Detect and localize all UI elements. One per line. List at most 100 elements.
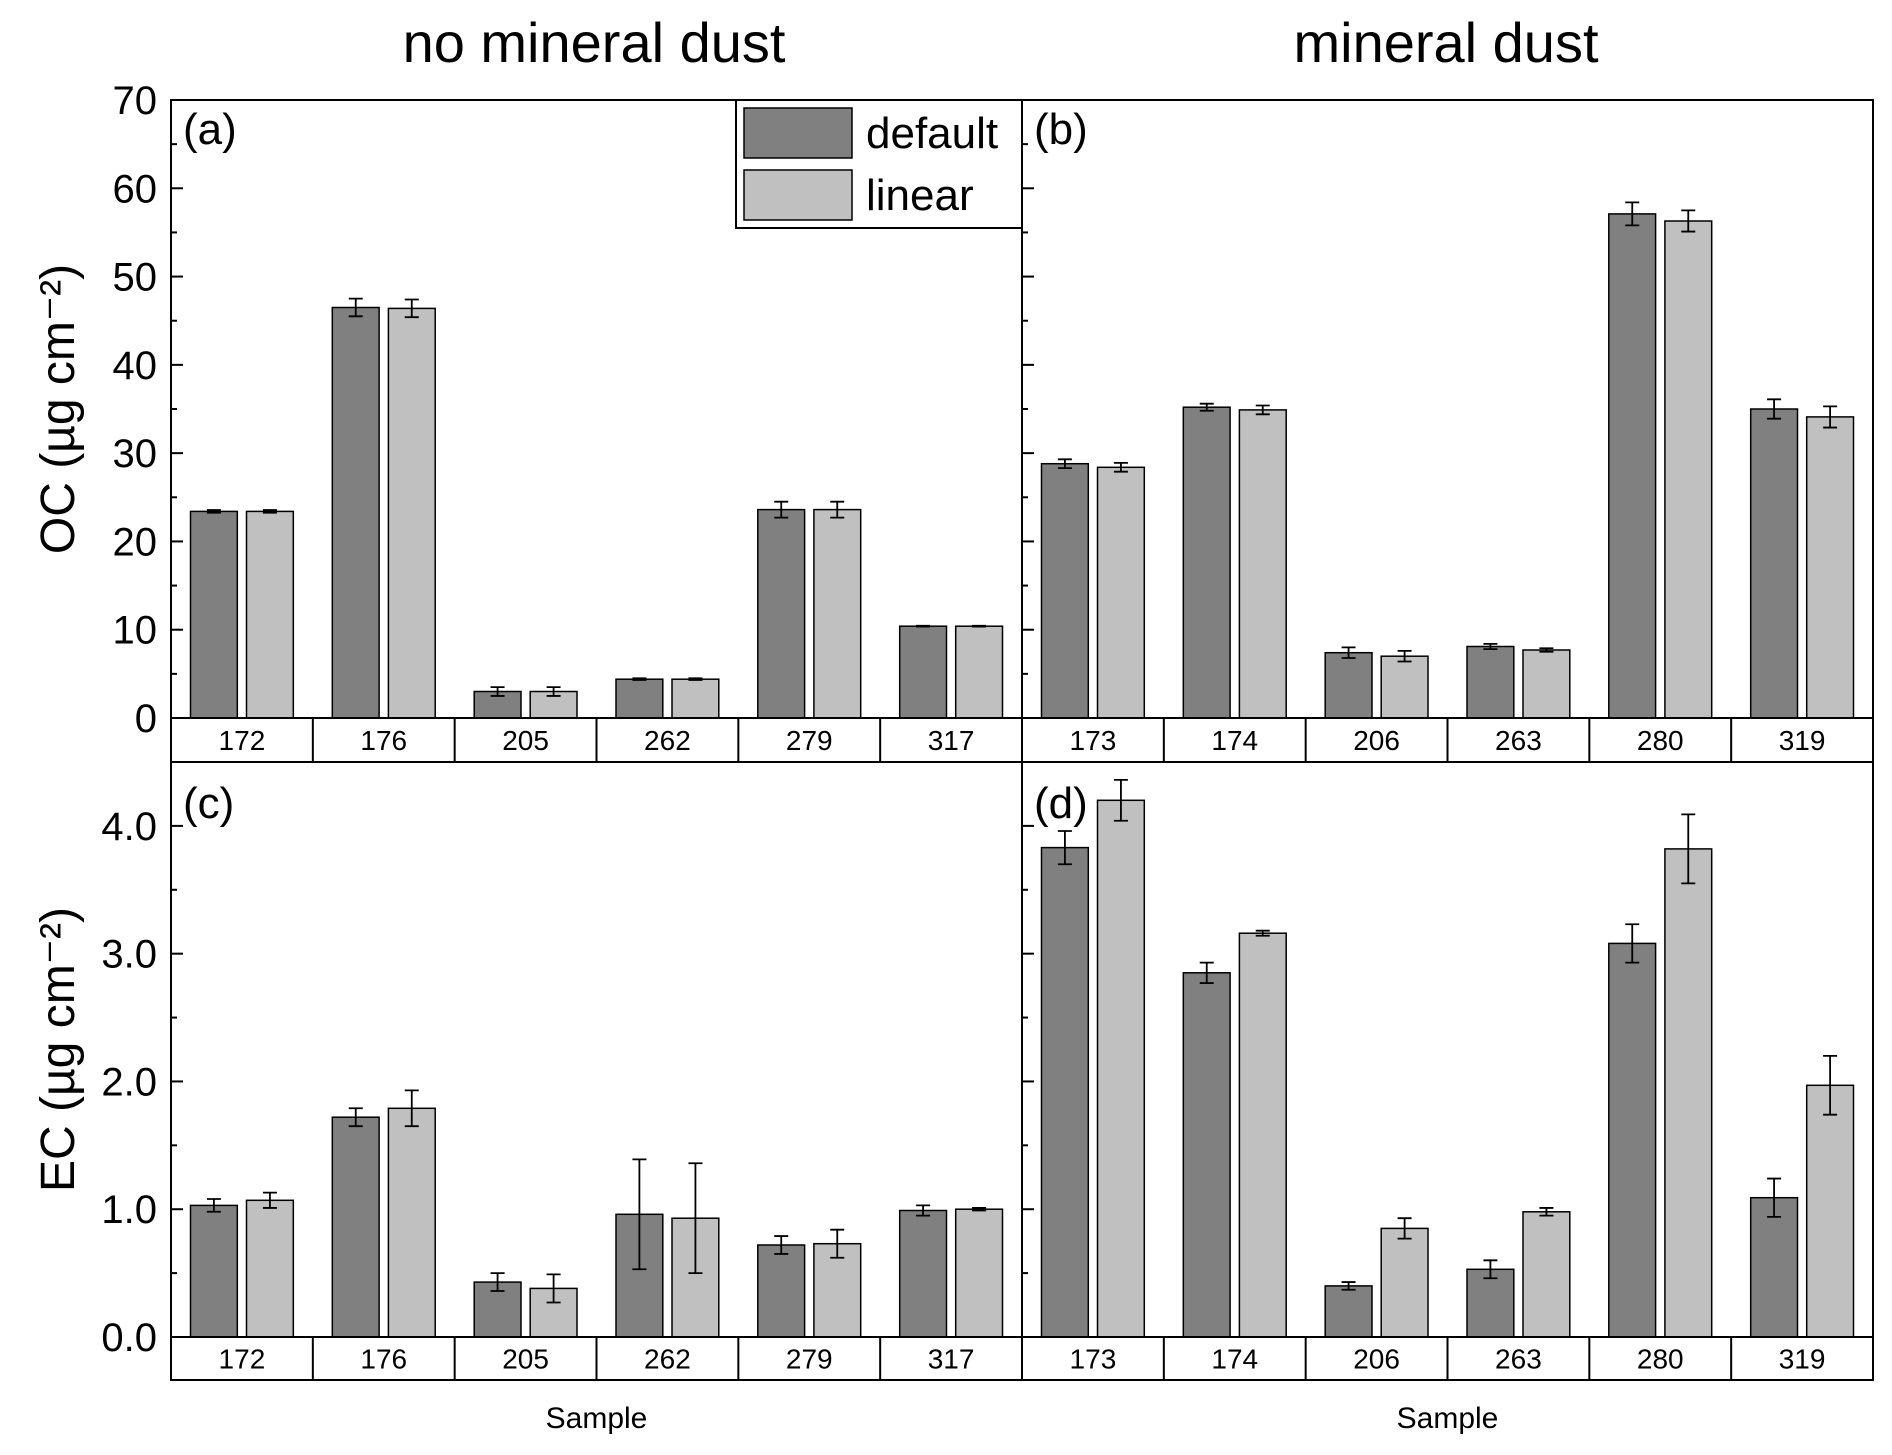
category-label: 205: [502, 725, 549, 756]
category-label: 206: [1353, 1344, 1400, 1375]
error-bar-linear-319: [1823, 405, 1838, 429]
error-bar-linear-319: [1823, 1054, 1838, 1116]
error-bar-default-280: [1625, 201, 1640, 227]
error-bar-linear-317: [972, 1207, 987, 1212]
plot-frame: [1021, 99, 1874, 719]
error-bar-default-173: [1057, 830, 1072, 866]
y-tick-label: 2.0: [101, 1060, 157, 1104]
bar-linear-172: [245, 1199, 295, 1338]
error-bar-linear-279: [830, 500, 845, 519]
error-bar-default-263: [1483, 642, 1498, 651]
category-label: 176: [360, 725, 407, 756]
category-label: 263: [1495, 725, 1542, 756]
bar-default-263: [1466, 1268, 1515, 1338]
bar-linear-263: [1522, 1211, 1571, 1338]
bar-default-172: [189, 510, 239, 719]
bar-default-279: [757, 1244, 806, 1338]
error-bar-linear-174: [1255, 929, 1270, 937]
error-bar-linear-172: [262, 509, 277, 514]
bar-default-174: [1182, 972, 1231, 1338]
category-label: 174: [1211, 1344, 1258, 1375]
legend: default linear: [735, 99, 1023, 229]
y-tick-label: 60: [113, 167, 158, 211]
bar-default-173: [1040, 846, 1090, 1338]
bar-linear-206: [1380, 1227, 1429, 1338]
bar-linear-173: [1096, 466, 1146, 719]
legend-label-linear: linear: [866, 171, 974, 220]
bar-linear-173: [1096, 799, 1146, 1338]
error-bar-linear-263: [1539, 1207, 1554, 1217]
error-bar-default-279: [774, 1235, 789, 1255]
panels: 0 10 20 30 40 50 60 70 172 176 205 262 279 317 (a) OC (…: [32, 79, 1874, 1435]
y-tick-label: 30: [113, 432, 158, 476]
error-bar-linear-280: [1681, 209, 1696, 233]
panel-label: (d): [1034, 779, 1088, 828]
error-bar-default-174: [1199, 961, 1214, 984]
error-bar-linear-205: [546, 686, 561, 697]
bar-default-317: [898, 1209, 948, 1338]
column-title-left: no mineral dust: [403, 11, 786, 74]
error-bar-default-176: [348, 1107, 363, 1128]
error-bar-default-317: [916, 1204, 931, 1217]
y-tick-label: 4.0: [101, 805, 157, 849]
bar-linear-319: [1805, 416, 1855, 719]
category-label: 176: [360, 1344, 407, 1375]
error-bar-linear-206: [1397, 650, 1412, 663]
bar-linear-317: [954, 1208, 1004, 1338]
y-tick-label: 3.0: [101, 933, 157, 977]
error-bar-default-263: [1483, 1259, 1498, 1280]
column-title-right: mineral dust: [1293, 11, 1598, 74]
panel-c: 0.0 1.0 2.0 3.0 4.0 172 176 205 262 279 317 (c) EC (…: [32, 761, 1023, 1435]
category-label: 319: [1779, 1344, 1826, 1375]
error-bar-default-174: [1199, 402, 1214, 412]
category-label: 172: [219, 1344, 266, 1375]
bar-linear-280: [1664, 220, 1713, 719]
bar-linear-279: [813, 508, 862, 719]
error-bar-linear-317: [972, 624, 987, 628]
y-tick-label: 10: [113, 609, 158, 653]
y-tick-label: 40: [113, 344, 158, 388]
y-tick-label: 1.0: [101, 1188, 157, 1232]
error-bar-linear-262: [688, 1162, 703, 1275]
x-axis-label: Sample: [546, 1402, 648, 1435]
error-bar-default-205: [490, 1272, 505, 1292]
category-label: 280: [1637, 1344, 1684, 1375]
bar-linear-172: [245, 510, 295, 719]
bar-default-206: [1324, 651, 1373, 719]
error-bar-linear-172: [262, 1191, 277, 1209]
panel-label: (a): [183, 105, 237, 154]
y-tick-label: 0.0: [101, 1316, 157, 1360]
panel-b: 173 174 206 263 280 319 (b): [1021, 99, 1874, 763]
plot-frame: [170, 761, 1023, 1338]
error-bar-linear-176: [404, 1089, 419, 1128]
error-bar-linear-173: [1113, 778, 1128, 822]
bar-linear-262: [671, 678, 720, 719]
y-tick-label: 20: [113, 520, 158, 564]
category-label: 173: [1070, 1344, 1117, 1375]
category-label: 280: [1637, 725, 1684, 756]
bar-linear-317: [954, 625, 1004, 719]
y-axis-label: OC (µg cm⁻²): [32, 264, 85, 554]
bar-linear-263: [1522, 649, 1571, 719]
bar-default-279: [757, 508, 806, 719]
plot-frame: [1021, 761, 1874, 1338]
bar-linear-174: [1238, 409, 1287, 719]
category-label: 263: [1495, 1344, 1542, 1375]
bar-default-280: [1608, 942, 1657, 1338]
y-axis-label: EC (µg cm⁻²): [32, 907, 85, 1192]
bar-default-317: [898, 625, 948, 719]
y-tick-label: 50: [113, 256, 158, 300]
bar-linear-319: [1805, 1084, 1855, 1338]
bar-default-174: [1182, 406, 1231, 719]
bar-default-172: [189, 1204, 239, 1338]
error-bar-linear-206: [1397, 1217, 1412, 1240]
error-bar-default-279: [774, 500, 789, 519]
bar-linear-279: [813, 1242, 862, 1338]
category-label: 279: [786, 725, 833, 756]
error-bar-linear-279: [830, 1228, 845, 1259]
y-tick-label: 70: [113, 79, 158, 123]
category-label: 319: [1779, 725, 1826, 756]
error-bar-default-206: [1341, 646, 1356, 659]
legend-swatch-default: [743, 107, 853, 159]
error-bar-linear-280: [1681, 813, 1696, 885]
